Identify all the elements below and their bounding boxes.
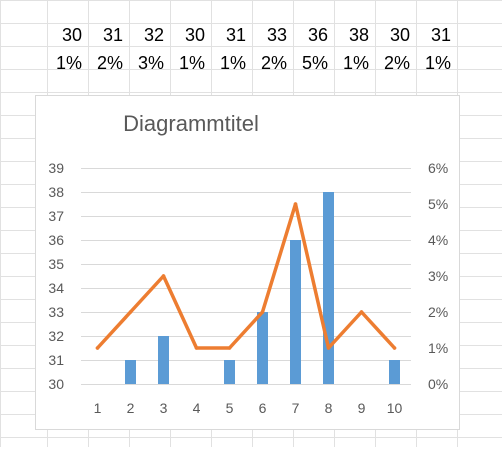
cell-row1-1[interactable]: 30 xyxy=(61,25,82,45)
x-tick-label: 2 xyxy=(127,400,135,416)
x-tick-label: 6 xyxy=(259,400,267,416)
line-point-9 xyxy=(359,310,364,314)
bar-5 xyxy=(224,360,235,384)
cell-row1-4[interactable]: 30 xyxy=(184,25,205,45)
bar-6 xyxy=(257,312,268,384)
line-point-1 xyxy=(95,346,100,350)
cell-row1-6[interactable]: 33 xyxy=(266,25,287,45)
line-point-5 xyxy=(227,346,232,350)
cell-row1-5[interactable]: 31 xyxy=(225,25,246,45)
y-left-tick-label: 36 xyxy=(48,232,64,248)
cell-row2-3[interactable]: 3% xyxy=(137,53,164,73)
line-point-8 xyxy=(326,346,331,350)
line-point-7 xyxy=(293,202,298,206)
y-right-tick-label: 4% xyxy=(428,232,448,248)
y-left-tick-label: 38 xyxy=(48,184,64,200)
line-point-3 xyxy=(161,274,166,278)
x-tick-label: 3 xyxy=(160,400,168,416)
line-point-10 xyxy=(392,346,397,350)
bar-3 xyxy=(158,336,169,384)
y-left-tick-label: 30 xyxy=(48,376,64,392)
x-tick-label: 1 xyxy=(94,400,102,416)
y-left-tick-label: 37 xyxy=(48,208,64,224)
line-series xyxy=(95,202,397,350)
y-right-tick-label: 2% xyxy=(428,304,448,320)
line-point-6 xyxy=(260,310,265,314)
y-right-tick-label: 5% xyxy=(428,196,448,212)
cell-row2-2[interactable]: 2% xyxy=(96,53,123,73)
y-left-tick-label: 31 xyxy=(48,352,64,368)
chart-title: Diagrammtitel xyxy=(123,111,259,136)
y-left-tick-label: 34 xyxy=(48,280,64,296)
y-right-tick-label: 3% xyxy=(428,268,448,284)
cell-row2-5[interactable]: 1% xyxy=(219,53,246,73)
chart-area[interactable]: Diagrammtitel 30 31 32 33 34 35 36 37 38 39 0% 1% 2% 3… xyxy=(35,95,460,430)
y-right-tick-label: 6% xyxy=(428,160,448,176)
cell-row1-9[interactable]: 30 xyxy=(389,25,410,45)
line-point-4 xyxy=(194,346,199,350)
cell-row2-9[interactable]: 2% xyxy=(383,53,410,73)
y-left-tick-label: 33 xyxy=(48,304,64,320)
combo-chart: Diagrammtitel303132333435363738390%1%2%3… xyxy=(48,111,448,416)
cell-row1-7[interactable]: 36 xyxy=(307,25,328,45)
cell-row1-8[interactable]: 38 xyxy=(348,25,369,45)
x-tick-label: 5 xyxy=(226,400,234,416)
y-left-tick-label: 35 xyxy=(48,256,64,272)
y-left-tick-label: 32 xyxy=(48,328,64,344)
bar-8 xyxy=(323,192,334,384)
y-left-tick-label: 39 xyxy=(48,160,64,176)
bar-2 xyxy=(125,360,136,384)
x-tick-label: 9 xyxy=(358,400,366,416)
x-tick-label: 10 xyxy=(387,400,403,416)
cell-row2-7[interactable]: 5% xyxy=(301,53,328,73)
x-tick-label: 8 xyxy=(325,400,333,416)
y-right-tick-label: 1% xyxy=(428,340,448,356)
cell-row2-8[interactable]: 1% xyxy=(342,53,369,73)
x-tick-label: 4 xyxy=(193,400,201,416)
cell-row2-4[interactable]: 1% xyxy=(178,53,205,73)
y-right-tick-label: 0% xyxy=(428,376,448,392)
cell-row1-2[interactable]: 31 xyxy=(102,25,123,45)
cell-row2-6[interactable]: 2% xyxy=(260,53,287,73)
line-point-2 xyxy=(128,310,133,314)
bar-10 xyxy=(389,360,400,384)
x-tick-label: 7 xyxy=(292,400,300,416)
cell-row1-3[interactable]: 32 xyxy=(143,25,164,45)
cell-row2-1[interactable]: 1% xyxy=(55,53,82,73)
bar-7 xyxy=(290,240,301,384)
cell-row2-10[interactable]: 1% xyxy=(424,53,451,73)
cell-row1-10[interactable]: 31 xyxy=(430,25,451,45)
